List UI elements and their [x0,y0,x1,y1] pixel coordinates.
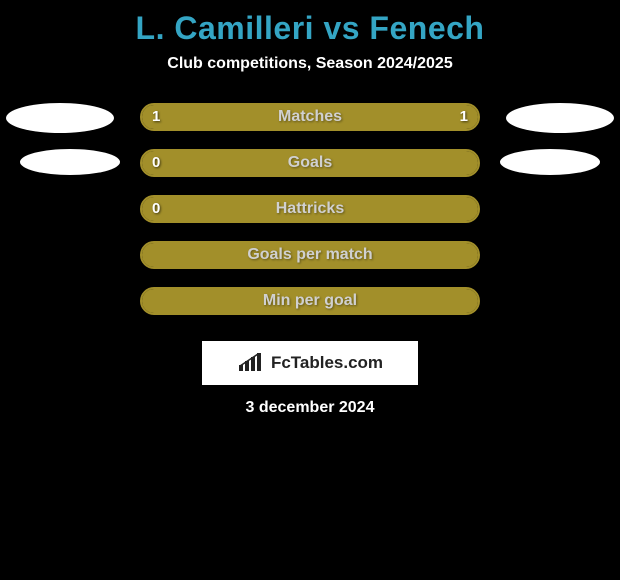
stat-value-left: 0 [152,195,160,223]
stat-bar: Goals [140,149,480,177]
stat-label: Matches [142,105,478,129]
stat-label: Hattricks [142,197,478,221]
decorative-ellipse [6,103,114,133]
stat-bar: Min per goal [140,287,480,315]
stat-bar: Matches [140,103,480,131]
stat-label: Min per goal [142,289,478,313]
stat-row: Goals0 [0,149,620,195]
stat-row: Hattricks0 [0,195,620,241]
stat-value-right: 1 [460,103,468,131]
stats-chart: Matches11Goals0Hattricks0Goals per match… [0,103,620,333]
stat-bar: Hattricks [140,195,480,223]
bars-icon [237,353,265,373]
stat-row: Goals per match [0,241,620,287]
stat-value-left: 1 [152,103,160,131]
decorative-ellipse [506,103,614,133]
stat-bar: Goals per match [140,241,480,269]
brand-text: FcTables.com [271,353,383,373]
decorative-ellipse [20,149,120,175]
brand-badge: FcTables.com [202,341,418,385]
decorative-ellipse [500,149,600,175]
stat-row: Matches1 1 [0,103,620,149]
stat-label: Goals [142,151,478,175]
date-text: 3 december 2024 [0,399,620,417]
stat-row: Min per goal [0,287,620,333]
page-subtitle: Club competitions, Season 2024/2025 [0,55,620,103]
page-title: L. Camilleri vs Fenech [0,0,620,55]
stat-value-left: 0 [152,149,160,177]
stat-label: Goals per match [142,243,478,267]
